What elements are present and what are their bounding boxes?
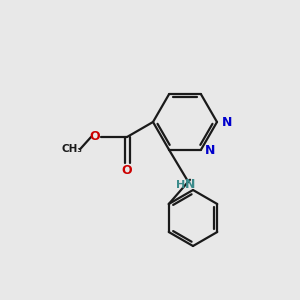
Text: O: O [90, 130, 100, 143]
Text: O: O [122, 164, 132, 176]
Text: N: N [205, 144, 215, 157]
Text: H: H [176, 180, 186, 190]
Text: N: N [185, 178, 195, 191]
Text: N: N [222, 116, 232, 128]
Text: CH₃: CH₃ [62, 144, 83, 154]
